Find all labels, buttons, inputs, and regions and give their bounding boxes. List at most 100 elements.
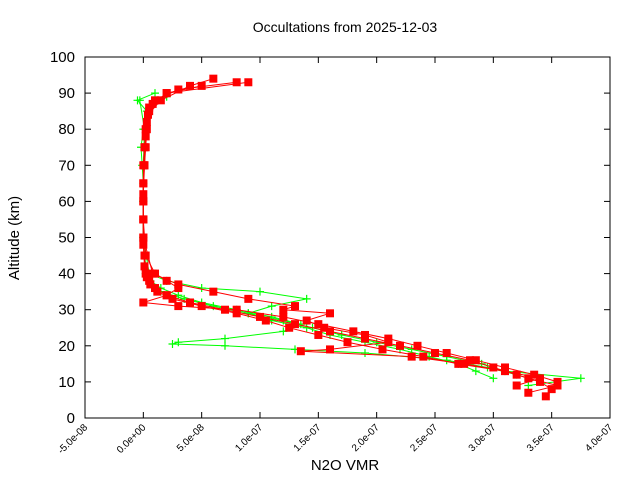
data-point-square [296, 347, 305, 356]
data-point-square [413, 341, 422, 350]
data-point-square [524, 388, 533, 397]
data-point-square [442, 349, 451, 358]
data-point-square [314, 320, 323, 329]
data-point-square [343, 338, 352, 347]
data-point-square [285, 323, 294, 332]
data-point-plus [302, 323, 311, 332]
data-point-plus [221, 334, 229, 343]
data-point-plus [256, 287, 264, 296]
data-point-square [174, 284, 183, 293]
data-point-plus [489, 374, 498, 383]
data-point-square [244, 78, 253, 87]
y-tick-label: 70 [58, 157, 75, 174]
data-point-square [261, 316, 270, 325]
data-point-square [541, 392, 550, 401]
x-tick-label: 5.0e-08 [175, 422, 207, 454]
data-point-square [396, 341, 404, 350]
plot-border [84, 56, 611, 419]
y-tick-label: 50 [58, 230, 75, 247]
data-point-square [466, 356, 474, 365]
x-tick-label: 3.0e-07 [467, 422, 499, 454]
data-point-square [146, 280, 155, 289]
chart-title: Occultations from 2025-12-03 [253, 19, 438, 35]
data-point-square [407, 352, 416, 361]
data-point-square [141, 251, 150, 260]
data-point-square [140, 262, 149, 271]
data-point-square [232, 305, 241, 314]
y-tick-label: 100 [50, 49, 75, 66]
data-point-square [326, 345, 334, 354]
data-point-square [536, 374, 544, 383]
data-point-plus [267, 302, 276, 311]
y-axis-label: Altitude (km) [6, 196, 23, 280]
data-point-square [209, 287, 218, 296]
data-point-square [419, 352, 428, 361]
data-point-square [162, 291, 171, 300]
data-point-square [232, 78, 241, 87]
data-point-square [384, 334, 393, 343]
data-point-square [162, 89, 171, 98]
data-point-square [553, 377, 562, 386]
data-point-square [139, 233, 148, 242]
data-point-square [302, 316, 311, 325]
series-0-profile-0-line [136, 92, 581, 386]
x-tick-label: 0.0e+00 [115, 422, 149, 456]
data-point-plus [221, 341, 229, 350]
data-point-square [256, 312, 264, 321]
data-point-square [349, 327, 358, 336]
series-0-profile-1-line [142, 96, 541, 383]
y-tick-label: 90 [58, 85, 75, 102]
data-point-square [454, 359, 463, 368]
x-tick-label: -5.0e-08 [56, 422, 90, 456]
data-point-square [139, 161, 148, 170]
data-point-square [174, 302, 183, 311]
y-tick-label: 80 [58, 121, 75, 138]
data-point-square [139, 215, 148, 224]
data-point-plus [151, 89, 159, 98]
data-point-square [291, 320, 299, 329]
x-tick-label: 1.5e-07 [292, 422, 324, 454]
x-tick-label: 2.5e-07 [408, 422, 440, 454]
data-point-plus [168, 339, 177, 348]
data-point-plus [197, 284, 206, 293]
data-point-square [524, 374, 533, 383]
data-point-square [153, 287, 162, 296]
data-point-square [139, 240, 148, 249]
data-point-plus [576, 374, 585, 383]
data-point-square [142, 273, 151, 282]
data-point-plus [361, 349, 369, 358]
data-point-plus [302, 294, 311, 303]
data-point-square [431, 349, 439, 358]
data-point-square [197, 302, 206, 311]
data-point-plus [135, 96, 144, 105]
data-point-square [174, 85, 183, 94]
data-point-square [489, 363, 498, 372]
data-point-square [378, 345, 387, 354]
data-point-square [139, 298, 148, 307]
x-axis-label: N2O VMR [311, 457, 380, 474]
x-tick-label: 2.0e-07 [350, 422, 382, 454]
data-point-square [244, 294, 253, 303]
plot-area [133, 74, 585, 401]
data-point-square [314, 330, 323, 339]
data-point-square [471, 356, 480, 365]
data-point-square [326, 327, 334, 336]
y-tick-label: 30 [58, 302, 75, 319]
series-1-profile-3-line [142, 85, 558, 383]
data-point-square [139, 179, 148, 188]
data-point-square [186, 81, 194, 90]
data-point-square [142, 117, 151, 126]
data-point-square [186, 298, 194, 307]
data-point-square [151, 269, 159, 278]
data-point-square [221, 305, 229, 314]
data-point-square [140, 143, 149, 152]
data-point-square [291, 302, 299, 311]
data-point-square [197, 81, 206, 90]
y-tick-label: 10 [58, 374, 75, 391]
data-point-square [156, 96, 165, 105]
y-tick-label: 0 [67, 410, 75, 427]
data-point-square [320, 323, 329, 332]
y-tick-label: 40 [58, 266, 75, 283]
data-point-plus [471, 367, 480, 376]
